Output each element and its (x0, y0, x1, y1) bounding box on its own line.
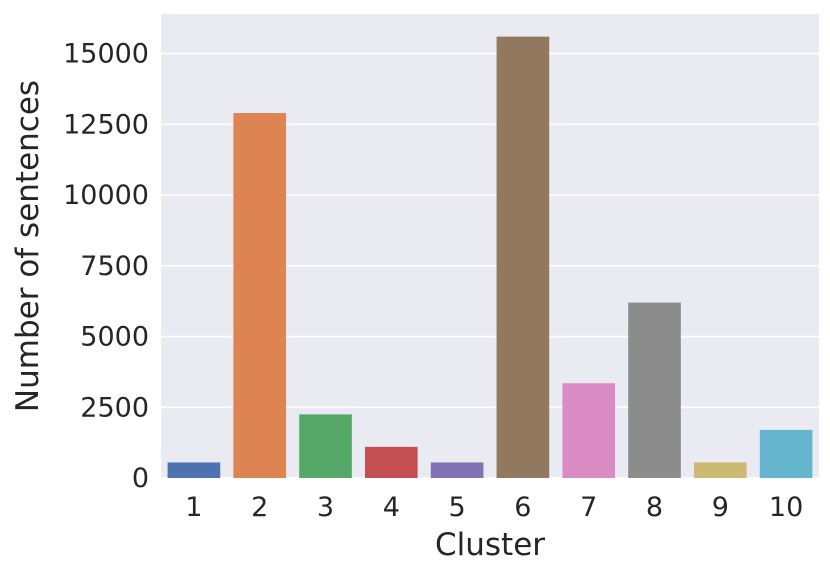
y-tick-labels: 0 2500 5000 7500 10000 12500 15000 (63, 39, 149, 494)
x-tick-label: 4 (383, 492, 400, 523)
bar-cluster-3 (299, 414, 352, 478)
bar-cluster-10 (759, 429, 813, 478)
bar-cluster-5 (430, 462, 484, 478)
y-axis-label: Number of sentences (10, 80, 46, 412)
bar-cluster-4 (364, 446, 418, 478)
x-tick-label: 10 (769, 492, 803, 523)
bar-cluster-2 (233, 113, 287, 479)
bar-cluster-6 (496, 36, 550, 478)
bar-cluster-9 (693, 462, 747, 478)
x-tick-labels: 1 2 3 4 5 6 7 8 9 10 (185, 492, 803, 523)
x-tick-label: 6 (514, 492, 531, 523)
y-tick-label: 2500 (80, 392, 149, 423)
bar-cluster-7 (562, 383, 616, 478)
bars (167, 36, 813, 479)
x-tick-label: 1 (185, 492, 202, 523)
y-tick-label: 5000 (80, 322, 149, 353)
x-tick-label: 3 (317, 492, 334, 523)
bar-cluster-8 (628, 302, 681, 478)
y-tick-label: 15000 (63, 39, 149, 70)
x-tick-label: 5 (449, 492, 466, 523)
x-tick-label: 2 (251, 492, 268, 523)
x-tick-label: 7 (580, 492, 597, 523)
x-tick-label: 8 (646, 492, 663, 523)
y-tick-label: 0 (132, 463, 149, 494)
y-tick-label: 10000 (63, 180, 149, 211)
bar-cluster-1 (167, 462, 221, 478)
x-axis-label: Cluster (435, 527, 545, 563)
y-tick-label: 7500 (80, 251, 149, 282)
y-tick-label: 12500 (63, 109, 149, 140)
x-tick-label: 9 (712, 492, 729, 523)
